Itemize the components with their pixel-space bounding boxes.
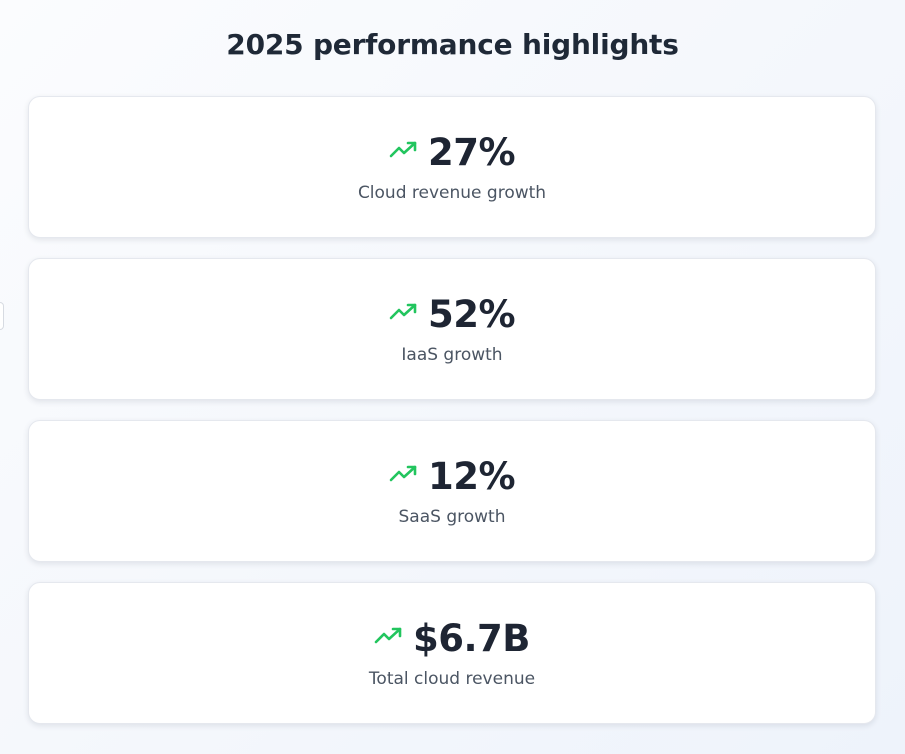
stat-card-iaas-growth: 52% IaaS growth xyxy=(28,258,876,400)
stat-label: SaaS growth xyxy=(398,507,506,527)
stat-label: IaaS growth xyxy=(401,345,503,365)
stat-card-cloud-revenue-growth: 27% Cloud revenue growth xyxy=(28,96,876,238)
stat-card-list: 27% Cloud revenue growth 52% IaaS growth… xyxy=(28,96,876,724)
trend-up-icon xyxy=(389,303,417,320)
trend-up-icon xyxy=(389,465,417,482)
page-title: 2025 performance highlights xyxy=(226,28,679,61)
stat-card-saas-growth: 12% SaaS growth xyxy=(28,420,876,562)
edge-handle[interactable] xyxy=(0,302,4,330)
stat-value: 27% xyxy=(427,131,516,174)
stat-label: Total cloud revenue xyxy=(368,669,536,689)
trend-up-icon xyxy=(374,627,402,644)
stat-value-row: 52% xyxy=(389,293,516,337)
trend-up-icon xyxy=(389,141,417,158)
stat-value: $6.7B xyxy=(413,617,531,660)
stat-value-row: 27% xyxy=(389,131,516,175)
stat-value-row: 12% xyxy=(389,455,516,499)
stat-value-row: $6.7B xyxy=(374,617,531,661)
stat-value: 12% xyxy=(427,455,516,498)
stat-card-total-cloud-revenue: $6.7B Total cloud revenue xyxy=(28,582,876,724)
stat-value: 52% xyxy=(427,293,516,336)
stat-label: Cloud revenue growth xyxy=(357,183,547,203)
